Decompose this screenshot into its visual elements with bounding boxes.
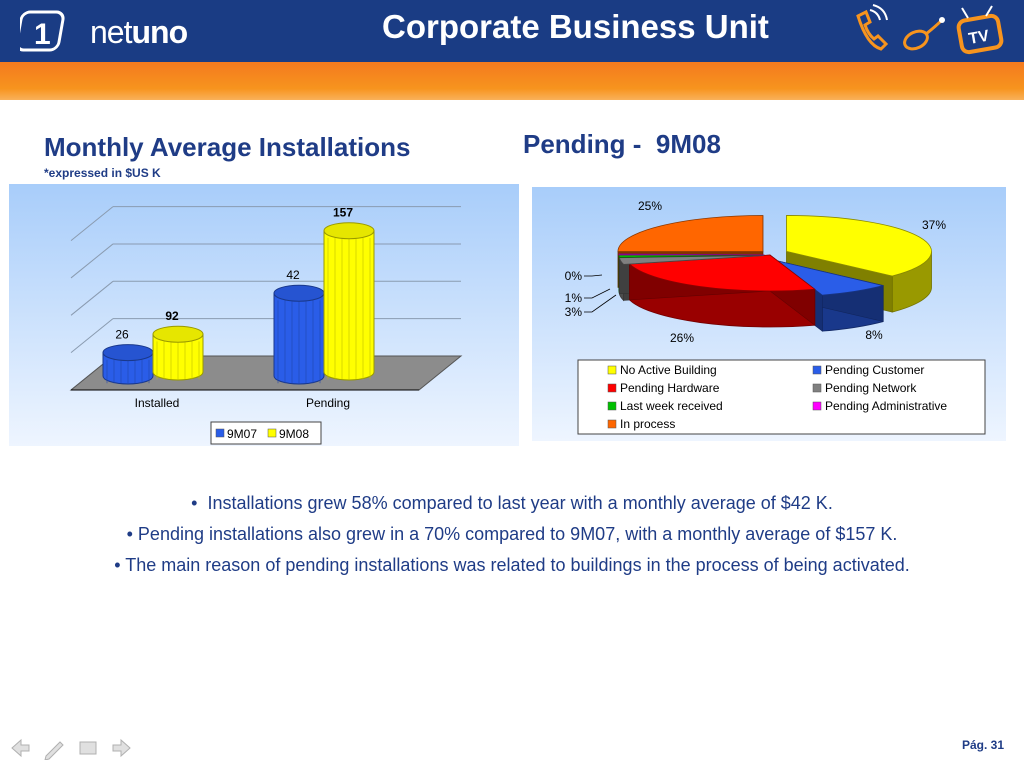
gridline-depth [70, 280, 114, 316]
pie-legend-swatch [607, 383, 617, 393]
gridline-depth [70, 206, 114, 241]
bar-top [273, 284, 325, 302]
pie-legend-label: Last week received [620, 399, 723, 413]
bar-data-label: 157 [333, 206, 353, 220]
pie-chart-svg: 37% 8% 26% 3%1% 0% 25% No Active Building Pend… [532, 187, 1006, 441]
bar-chart-background [9, 184, 519, 446]
pie-legend-swatch [812, 383, 822, 393]
right-chart-heading: Pending - 9M08 [523, 129, 721, 159]
pie-legend-swatch [812, 401, 822, 411]
pie-legend-box [577, 359, 986, 435]
phone-icon [856, 4, 889, 51]
header-bar [0, 0, 1024, 62]
logo-prefix: net [90, 14, 132, 50]
bullet-text-1: Installations grew 58% compared to last … [207, 493, 833, 513]
left-chart-heading: Monthly Average Installations [44, 132, 411, 162]
logo-wordmark: netuno [90, 14, 188, 51]
pie-slice-pending-hardware [628, 254, 816, 292]
mouse-icon [903, 17, 945, 51]
bar-9M07-Pending [273, 284, 325, 385]
pie-value-label: 3% [565, 305, 583, 319]
bullet-list: • Installations grew 58% compared to las… [0, 492, 1024, 585]
pie-slice-no-active-building [786, 215, 932, 277]
netuno-logo: 1 netuno [15, 8, 188, 54]
pie-slice-in-process [617, 215, 764, 252]
bullet-item: • Installations grew 58% compared to las… [191, 493, 833, 513]
bar-legend-box [210, 421, 322, 445]
bar-9M08-Pending [323, 222, 375, 381]
pie-legend-label: In process [620, 417, 675, 431]
category-label: Installed [135, 396, 180, 410]
legend-label: 9M08 [279, 427, 309, 441]
page-title: Corporate Business Unit [382, 8, 769, 45]
legend-swatch [267, 428, 277, 438]
bar-top [152, 325, 204, 343]
previous-arrow-icon[interactable] [11, 738, 30, 758]
pie-value-label: 26% [670, 331, 694, 345]
pie-legend-swatch [607, 401, 617, 411]
pie-value-label: 8% [865, 328, 883, 342]
pie-slice-pending-customer [777, 260, 884, 296]
pie-slice-pending-administrative [618, 253, 765, 256]
gridline-depth [70, 243, 114, 279]
gridline-depth [70, 318, 114, 354]
pie-legend-label: No Active Building [620, 363, 717, 377]
bar-9M07-Installed [102, 344, 154, 385]
pie-legend-label: Pending Administrative [825, 399, 947, 413]
bar-chart: 26 92 42 157 Installed Pending 9M07 9M08 [9, 184, 519, 446]
menu-icon[interactable] [79, 741, 97, 755]
bar-chart-svg: 26 92 42 157 Installed Pending 9M07 9M08 [9, 184, 519, 446]
slide-navigation [11, 738, 131, 760]
left-chart-subheading: *expressed in $US K [44, 166, 161, 180]
bar-9M08-Installed [152, 325, 204, 381]
bar-data-label: 42 [286, 268, 300, 282]
bar-top [323, 222, 375, 240]
svg-text:1: 1 [34, 18, 51, 51]
pie-value-label: 0% [565, 269, 583, 283]
pie-legend-label: Pending Hardware [620, 381, 720, 395]
pie-legend-swatch [607, 419, 617, 429]
pie-leader-line [584, 274, 603, 277]
pie-legend-swatch [812, 365, 822, 375]
bar-top [102, 344, 154, 362]
bullet-item: • Pending installations also grew in a 7… [126, 524, 898, 544]
pie-value-label: 1% [565, 291, 583, 305]
pen-icon[interactable] [44, 741, 64, 760]
tv-icon: TV [956, 5, 1004, 55]
pie-legend-label: Pending Network [825, 381, 917, 395]
bullet-text-3: The main reason of pending installations… [125, 555, 910, 575]
header-icons: TV [856, 4, 1004, 55]
logo-one-icon: 1 [15, 10, 65, 52]
legend-label: 9M07 [227, 427, 257, 441]
header-orange-band [0, 62, 1024, 100]
pie-value-label: 25% [638, 199, 662, 213]
logo-bold: uno [131, 14, 188, 50]
next-arrow-icon[interactable] [112, 738, 131, 758]
bullet-item: • The main reason of pending installatio… [114, 555, 910, 575]
bullet-text-2: Pending installations also grew in a 70%… [137, 524, 898, 544]
bar-data-label: 92 [165, 309, 179, 323]
category-label: Pending [306, 396, 350, 410]
bar-data-label: 26 [115, 328, 129, 342]
tv-icon-label: TV [967, 28, 990, 48]
legend-swatch [215, 428, 225, 438]
pie-legend-swatch [607, 365, 617, 375]
pie-value-label: 37% [922, 218, 946, 232]
pie-chart: 37% 8% 26% 3% 1% 0% 25% No Active Building Pend… [532, 187, 1006, 441]
pie-legend-label: Pending Customer [825, 363, 924, 377]
page-number: Pág. 31 [961, 738, 1004, 752]
pie-leader-line [584, 294, 617, 313]
pie-leader-line [584, 288, 611, 299]
